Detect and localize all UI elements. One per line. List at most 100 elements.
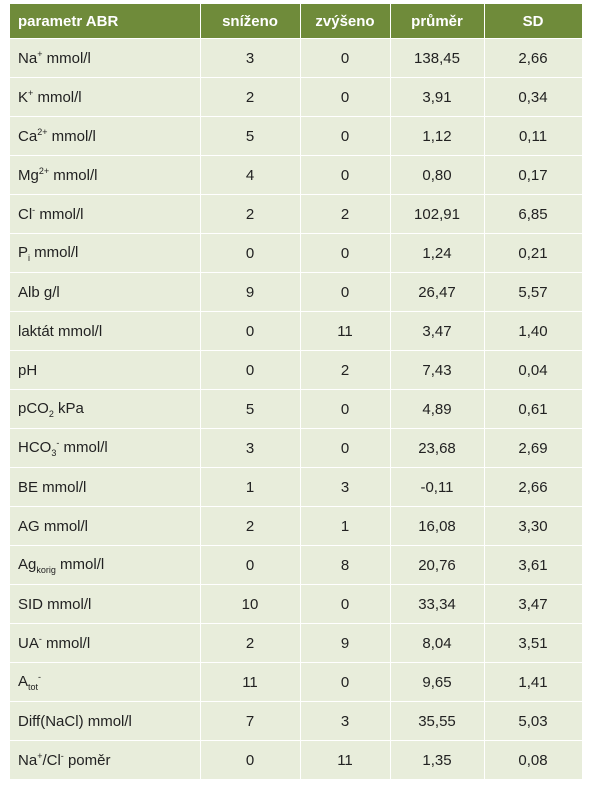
table-row: laktát mmol/l 0 11 3,47 1,40 xyxy=(10,311,583,351)
header-row: parametr ABR sníženo zvýšeno průměr SD xyxy=(10,4,583,39)
value-cell: 0 xyxy=(200,545,301,585)
value-cell: 7 xyxy=(200,701,301,741)
value-cell: 0 xyxy=(300,584,391,624)
value-cell: 5,03 xyxy=(484,701,583,741)
superscript: + xyxy=(28,88,34,98)
value-cell: 1,12 xyxy=(390,116,485,156)
superscript: 2+ xyxy=(37,127,48,137)
value-cell: 9 xyxy=(200,272,301,312)
value-cell: 0 xyxy=(200,740,301,779)
superscript: + xyxy=(37,49,43,59)
value-cell: 8 xyxy=(300,545,391,585)
value-cell: 11 xyxy=(300,740,391,779)
parameter-cell: Mg2+ mmol/l xyxy=(10,155,201,195)
value-cell: 1,41 xyxy=(484,662,583,702)
value-cell: 16,08 xyxy=(390,506,485,546)
value-cell: 3,51 xyxy=(484,623,583,663)
value-cell: 0,11 xyxy=(484,116,583,156)
value-cell: 0 xyxy=(200,350,301,390)
value-cell: 0,04 xyxy=(484,350,583,390)
label-text: Cl xyxy=(18,206,33,223)
value-cell: 2 xyxy=(300,350,391,390)
label-text: mmol/l xyxy=(55,555,105,573)
value-cell: 0 xyxy=(300,272,391,312)
table-row: AG mmol/l 2 1 16,08 3,30 xyxy=(10,506,583,546)
label-text: Mg xyxy=(18,167,39,184)
label-text: UA xyxy=(18,635,39,652)
parameter-cell: K+ mmol/l xyxy=(10,77,201,117)
label-text: P xyxy=(18,243,29,261)
parameter-cell: laktát mmol/l xyxy=(10,311,201,351)
parameter-cell: Cl- mmol/l xyxy=(10,194,201,234)
parameter-cell: HCO3- mmol/l xyxy=(10,428,201,468)
table-row: Atot- 11 0 9,65 1,41 xyxy=(10,662,583,702)
superscript: 2+ xyxy=(38,166,50,176)
label-text: pH xyxy=(18,361,38,379)
value-cell: 5 xyxy=(200,389,301,429)
label-text: mmol/l xyxy=(35,206,84,223)
value-cell: 6,85 xyxy=(484,194,583,234)
value-cell: 3 xyxy=(300,701,391,741)
table-body: Na+ mmol/l 3 0 138,45 2,66 K+ mmol/l 2 0 3,91 0,3… xyxy=(10,38,583,779)
value-cell: 102,91 xyxy=(390,194,485,234)
value-cell: 3,47 xyxy=(484,584,583,624)
value-cell: 10 xyxy=(200,584,301,624)
table-row: Ca2+ mmol/l 5 0 1,12 0,11 xyxy=(10,116,583,156)
value-cell: 4 xyxy=(200,155,301,195)
label-text: A xyxy=(18,673,29,690)
label-text: mmol/l xyxy=(49,167,98,184)
parameter-cell: Agkorig mmol/l xyxy=(10,545,201,585)
value-cell: 5,57 xyxy=(484,272,583,312)
label-text: mmol/l xyxy=(42,50,91,67)
value-cell: 0,08 xyxy=(484,740,583,779)
value-cell: 2,69 xyxy=(484,428,583,468)
superscript: - xyxy=(56,438,60,448)
value-cell: 9,65 xyxy=(390,662,485,702)
table-row: Mg2+ mmol/l 4 0 0,80 0,17 xyxy=(10,155,583,195)
parameter-cell: pCO2 kPa xyxy=(10,389,201,429)
table-row: Diff(NaCl) mmol/l 7 3 35,55 5,03 xyxy=(10,701,583,741)
value-cell: 0 xyxy=(300,116,391,156)
label-text: Na xyxy=(18,752,38,769)
value-cell: 0,17 xyxy=(484,155,583,195)
parameter-cell: SID mmol/l xyxy=(10,584,201,624)
label-text: Ca xyxy=(18,128,38,145)
table-row: K+ mmol/l 2 0 3,91 0,34 xyxy=(10,77,583,117)
superscript: + xyxy=(37,751,43,761)
subscript: 2 xyxy=(48,408,54,419)
value-cell: 3 xyxy=(300,467,391,507)
value-cell: 8,04 xyxy=(390,623,485,663)
value-cell: 0,80 xyxy=(390,155,485,195)
table-row: Na+ mmol/l 3 0 138,45 2,66 xyxy=(10,38,583,78)
value-cell: 0 xyxy=(300,662,391,702)
table-row: Na+/Cl- poměr 0 11 1,35 0,08 xyxy=(10,740,583,779)
value-cell: 0 xyxy=(300,389,391,429)
value-cell: 0,61 xyxy=(484,389,583,429)
superscript: - xyxy=(38,634,42,644)
subscript: korig xyxy=(36,564,56,575)
label-text: Ag xyxy=(18,555,37,573)
value-cell: 1,40 xyxy=(484,311,583,351)
value-cell: 3,30 xyxy=(484,506,583,546)
parameter-cell: AG mmol/l xyxy=(10,506,201,546)
table-row: HCO3- mmol/l 3 0 23,68 2,69 xyxy=(10,428,583,468)
value-cell: 0 xyxy=(300,77,391,117)
label-text: SID mmol/l xyxy=(18,595,92,613)
header-cell: zvýšeno xyxy=(300,4,391,39)
label-text: Na xyxy=(18,50,38,67)
label-text: Alb g/l xyxy=(18,283,60,301)
value-cell: 0 xyxy=(200,311,301,351)
subscript: 3 xyxy=(51,448,57,458)
value-cell: 2 xyxy=(200,623,301,663)
superscript: - xyxy=(38,672,42,682)
value-cell: 2 xyxy=(200,506,301,546)
value-cell: 11 xyxy=(300,311,391,351)
label-text: mmol/l xyxy=(47,128,96,145)
table-row: Cl- mmol/l 2 2 102,91 6,85 xyxy=(10,194,583,234)
value-cell: 3,91 xyxy=(390,77,485,117)
parameter-cell: Na+/Cl- poměr xyxy=(10,740,201,779)
subscript: i xyxy=(28,252,31,263)
value-cell: 0 xyxy=(300,155,391,195)
label-text: mmol/l xyxy=(41,635,91,652)
parameter-cell: Alb g/l xyxy=(10,272,201,312)
